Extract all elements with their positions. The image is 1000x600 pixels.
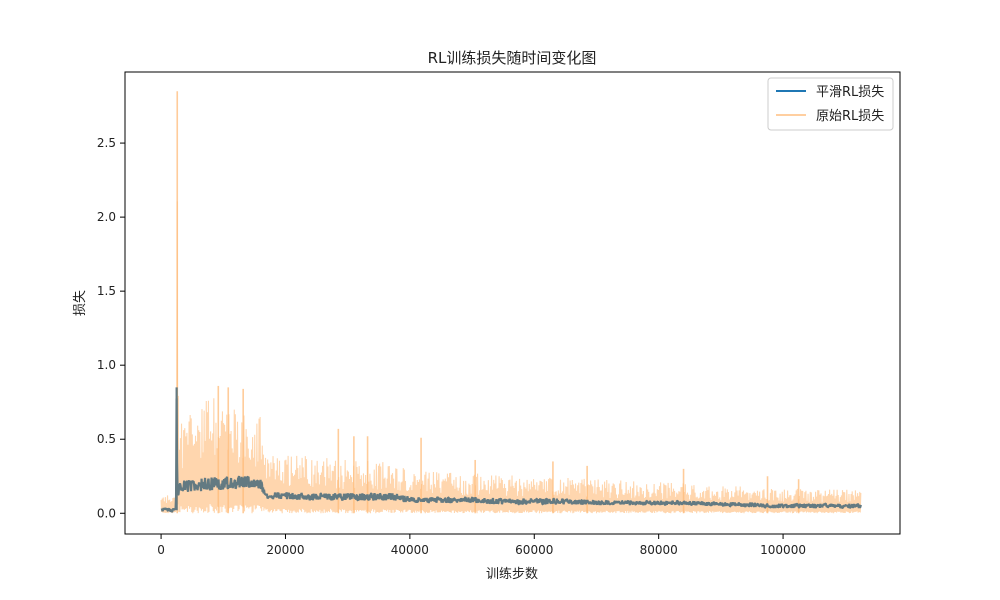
plot-frame <box>124 71 901 535</box>
x-tick-label: 100000 <box>760 543 806 557</box>
legend: 平滑RL损失 原始RL损失 <box>767 77 894 131</box>
y-tick-label: 1.0 <box>97 358 116 372</box>
x-tick-label: 0 <box>157 543 165 557</box>
y-axis-label: 损失 <box>73 290 88 316</box>
legend-label-smoothed: 平滑RL损失 <box>816 85 884 100</box>
y-tick-label: 0.5 <box>97 432 116 446</box>
y-axis: 0.0 0.5 1.0 1.5 2.0 2.5 <box>97 136 125 520</box>
chart-title: RL训练损失随时间变化图 <box>428 49 597 67</box>
x-tick-label: 60000 <box>515 543 553 557</box>
x-tick-label: 40000 <box>391 543 429 557</box>
y-tick-label: 2.0 <box>97 210 116 224</box>
legend-label-raw: 原始RL损失 <box>816 109 884 124</box>
y-tick-label: 2.5 <box>97 136 116 150</box>
smooth-loss-layer <box>160 387 862 513</box>
plot-area <box>160 91 862 514</box>
x-axis-label: 训练步数 <box>486 567 538 582</box>
x-tick-label: 80000 <box>640 543 678 557</box>
x-tick-label: 20000 <box>266 543 304 557</box>
x-axis: 0 20000 40000 60000 80000 100000 <box>157 534 806 557</box>
y-tick-label: 1.5 <box>97 284 116 298</box>
y-tick-label: 0.0 <box>97 506 116 520</box>
smooth-loss-line <box>160 398 862 513</box>
